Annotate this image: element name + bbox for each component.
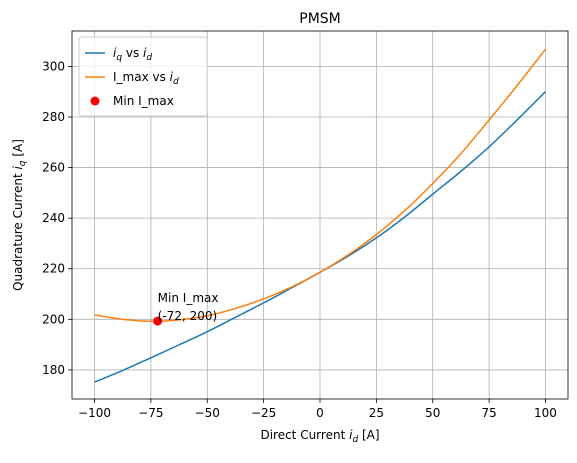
x-axis-label-var: i bbox=[349, 428, 353, 442]
legend-box bbox=[78, 36, 208, 117]
y-tick-label: 240 bbox=[42, 211, 65, 225]
legend-iq-var1: i bbox=[113, 46, 117, 60]
imax-vs-id-line bbox=[94, 48, 547, 323]
y-axis-label: Quadrature Current iq [A] bbox=[11, 139, 28, 291]
y-tick-label: 300 bbox=[42, 59, 65, 73]
legend-iq-sub2: d bbox=[146, 53, 152, 63]
x-tick-label: 25 bbox=[369, 406, 384, 420]
x-tick-label: −100 bbox=[78, 406, 111, 420]
x-tick-label: 75 bbox=[481, 406, 496, 420]
marker-layer: Min I_max (-72, 200) bbox=[153, 291, 218, 326]
legend-iq-sub1: q bbox=[116, 53, 122, 63]
legend-imax-sub2: d bbox=[173, 77, 179, 87]
x-tick-label: 50 bbox=[425, 406, 440, 420]
legend-iq-mid: vs bbox=[122, 46, 143, 60]
x-axis-label-unit: [A] bbox=[358, 428, 379, 442]
y-axis-label-unit: [A] bbox=[11, 139, 25, 160]
legend-marker-min-imax bbox=[90, 96, 100, 106]
x-tick-label: −75 bbox=[138, 406, 163, 420]
x-ticks: −100 −75 −50 −25 0 25 50 75 100 bbox=[78, 399, 557, 420]
y-ticks: 180 200 220 240 260 280 300 bbox=[42, 59, 72, 377]
y-axis-label-sub: q bbox=[18, 160, 28, 166]
min-imax-annotation-line1: Min I_max bbox=[158, 291, 219, 305]
y-tick-label: 180 bbox=[42, 363, 65, 377]
x-axis-label-sub: d bbox=[352, 435, 358, 445]
legend-imax-var1: I_max bbox=[113, 70, 149, 84]
legend-imax-mid: vs bbox=[149, 70, 170, 84]
x-tick-label: 100 bbox=[534, 406, 557, 420]
y-tick-label: 260 bbox=[42, 161, 65, 175]
legend-label-iq: iq vs id bbox=[113, 46, 152, 63]
min-imax-annotation-line2: (-72, 200) bbox=[158, 309, 218, 323]
legend-iq-var2: i bbox=[143, 46, 147, 60]
min-imax-point bbox=[153, 316, 163, 326]
x-axis-label: Direct Current id [A] bbox=[260, 428, 379, 445]
y-tick-label: 280 bbox=[42, 110, 65, 124]
legend-imax-var2: i bbox=[170, 70, 174, 84]
x-axis-label-main: Direct Current bbox=[260, 428, 349, 442]
legend: iq vs id I_max vs id Min I_max bbox=[78, 36, 208, 117]
x-tick-label: −25 bbox=[251, 406, 276, 420]
series-layer bbox=[94, 48, 547, 383]
y-axis-label-var: i bbox=[11, 166, 25, 170]
y-tick-label: 200 bbox=[42, 312, 65, 326]
legend-label-min-imax: Min I_max bbox=[113, 94, 174, 108]
legend-label-imax: I_max vs id bbox=[113, 70, 179, 87]
chart-title: PMSM bbox=[299, 11, 341, 27]
y-tick-label: 220 bbox=[42, 262, 65, 276]
x-tick-label: 0 bbox=[316, 406, 324, 420]
x-tick-label: −50 bbox=[195, 406, 220, 420]
y-axis-label-main: Quadrature Current bbox=[11, 170, 25, 291]
